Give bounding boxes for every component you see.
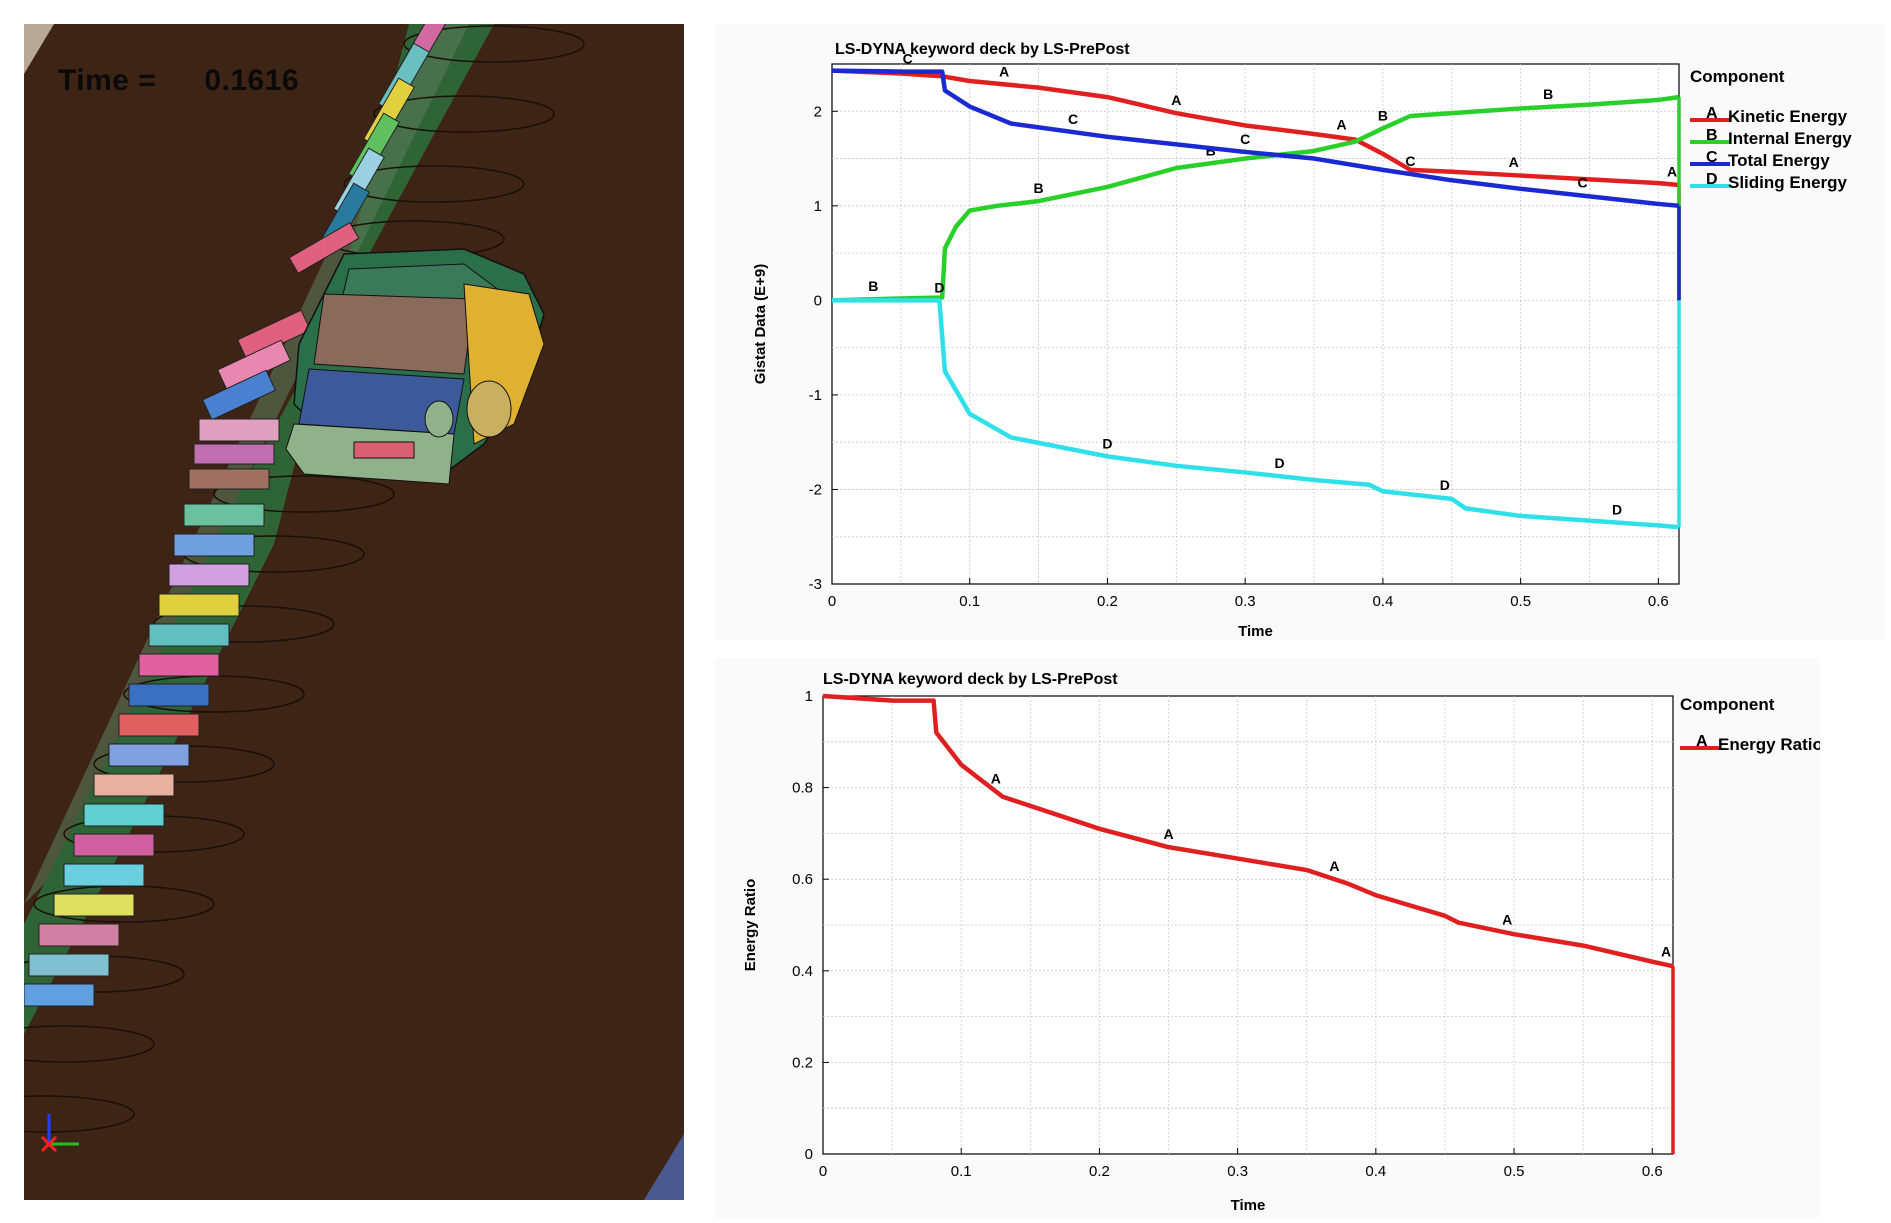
- chart-title: LS-DYNA keyword deck by LS-PrePost: [823, 671, 1118, 688]
- time-readout: Time = 0.1616: [58, 64, 299, 98]
- x-tick-label: 0.1: [959, 593, 980, 610]
- series-marker-label: A: [999, 63, 1009, 79]
- cable-rings: [24, 25, 585, 1133]
- series-line: [831, 68, 1680, 209]
- y-tick-label: 0.8: [792, 780, 813, 797]
- car-plate: [353, 441, 415, 459]
- grid-lines: [823, 696, 1673, 1154]
- legend-marker: A: [1706, 105, 1718, 122]
- series-marker-label: B: [1034, 180, 1044, 196]
- grid-lines: [832, 64, 1679, 584]
- series-marker-label: D: [934, 279, 944, 295]
- x-tick-label: 0.3: [1227, 1163, 1248, 1180]
- series-line: [831, 94, 1680, 303]
- legend-label: Total Energy: [1728, 151, 1830, 170]
- series-marker-label: A: [1329, 858, 1339, 874]
- y-tick-label: -2: [809, 481, 822, 498]
- legend-marker: D: [1706, 171, 1718, 188]
- y-tick-label: 1: [814, 198, 822, 215]
- series-marker-label: A: [1337, 117, 1347, 133]
- series-marker-label: B: [868, 278, 878, 294]
- y-tick-label: 0.4: [792, 963, 813, 980]
- series-marker-label: C: [1578, 175, 1588, 191]
- series-marker-label: D: [1440, 477, 1450, 493]
- y-tick-label: 0: [805, 1146, 813, 1163]
- x-tick-label: 0: [828, 593, 836, 610]
- legend-title: Component: [1680, 695, 1775, 714]
- legend-marker: B: [1706, 127, 1718, 144]
- series-marker-label: D: [1275, 455, 1285, 471]
- legend-label: Internal Energy: [1728, 129, 1852, 148]
- x-tick-label: 0.3: [1235, 593, 1256, 610]
- y-tick-label: 1: [805, 688, 813, 705]
- series-marker-label: C: [1068, 111, 1078, 127]
- y-tick-label: 0: [814, 292, 822, 309]
- series-marker-label: D: [1102, 435, 1112, 451]
- y-axis-label: Energy Ratio: [742, 879, 759, 972]
- series-line: [831, 68, 1680, 188]
- time-label: Time =: [58, 64, 157, 97]
- series-marker-label: B: [1378, 107, 1388, 123]
- legend-marker: C: [1706, 149, 1718, 166]
- x-tick-label: 0.6: [1642, 1163, 1663, 1180]
- series-marker-label: A: [1667, 163, 1677, 179]
- legend-label: Sliding Energy: [1728, 173, 1848, 192]
- series-marker-label: A: [1171, 92, 1181, 108]
- series-marker-label: D: [1612, 502, 1622, 518]
- plot-area: [831, 63, 1680, 585]
- series-marker-label: A: [1509, 154, 1519, 170]
- y-tick-label: 0.2: [792, 1054, 813, 1071]
- energy-chart-panel: 0 0.1 0.2 0.3 0.4 0.5 0.6 -3 -2 -1 0 1 2 LS-DYNA keyw…: [715, 24, 1885, 640]
- axis-triad-icon: [40, 1114, 79, 1153]
- car-roof: [313, 293, 475, 375]
- x-tick-label: 0: [819, 1163, 827, 1180]
- x-tick-label: 0.5: [1504, 1163, 1525, 1180]
- x-tick-label: 0.2: [1089, 1163, 1110, 1180]
- time-value: 0.1616: [204, 64, 300, 97]
- series-marker-label: A: [1163, 826, 1173, 842]
- legend-title: Component: [1690, 67, 1785, 86]
- series-line: [822, 693, 1674, 969]
- ground-edge: [644, 1134, 684, 1200]
- car-model: [285, 248, 545, 485]
- series-marker-label: B: [1543, 86, 1553, 102]
- series-marker-label: C: [903, 51, 913, 67]
- energy-ratio-chart: 0 0.1 0.2 0.3 0.4 0.5 0.6 0 0.2 0.4 0.6 0.8 1 LS-DYNA…: [742, 671, 1823, 1214]
- legend-marker: A: [1696, 733, 1708, 750]
- legend-label: Energy Ratio: [1718, 735, 1820, 754]
- y-tick-label: -3: [809, 576, 822, 593]
- series-line: [832, 298, 1680, 530]
- series-marker-label: C: [1240, 131, 1250, 147]
- legend-label: Kinetic Energy: [1728, 107, 1848, 126]
- simulation-scene: [24, 24, 684, 1200]
- chart-title: LS-DYNA keyword deck by LS-PrePost: [835, 41, 1130, 58]
- barrier-blocks: [24, 24, 450, 1007]
- x-tick-label: 0.6: [1648, 593, 1669, 610]
- series-marker-label: A: [991, 770, 1001, 786]
- series-marker-label: A: [1661, 944, 1671, 960]
- x-tick-label: 0.4: [1365, 1163, 1386, 1180]
- y-tick-label: 0.6: [792, 871, 813, 888]
- x-tick-label: 0.1: [951, 1163, 972, 1180]
- x-axis-label: Time: [1238, 623, 1273, 640]
- y-tick-label: 2: [814, 103, 822, 120]
- energy-chart: 0 0.1 0.2 0.3 0.4 0.5 0.6 -3 -2 -1 0 1 2 LS-DYNA keyw…: [752, 41, 1852, 640]
- energy-ratio-chart-panel: 0 0.1 0.2 0.3 0.4 0.5 0.6 0 0.2 0.4 0.6 0.8 1 LS-DYNA…: [715, 658, 1823, 1218]
- series-marker-label: A: [1502, 912, 1512, 928]
- y-tick-label: -1: [809, 387, 822, 404]
- x-axis-label: Time: [1231, 1197, 1266, 1214]
- ground-corner: [24, 24, 54, 74]
- x-tick-label: 0.4: [1372, 593, 1393, 610]
- x-tick-label: 0.2: [1097, 593, 1118, 610]
- x-tick-label: 0.5: [1510, 593, 1531, 610]
- simulation-viewport[interactable]: Time = 0.1616: [24, 24, 684, 1200]
- series-marker-label: C: [1405, 153, 1415, 169]
- y-axis-label: Gistat Data (E+9): [752, 264, 769, 384]
